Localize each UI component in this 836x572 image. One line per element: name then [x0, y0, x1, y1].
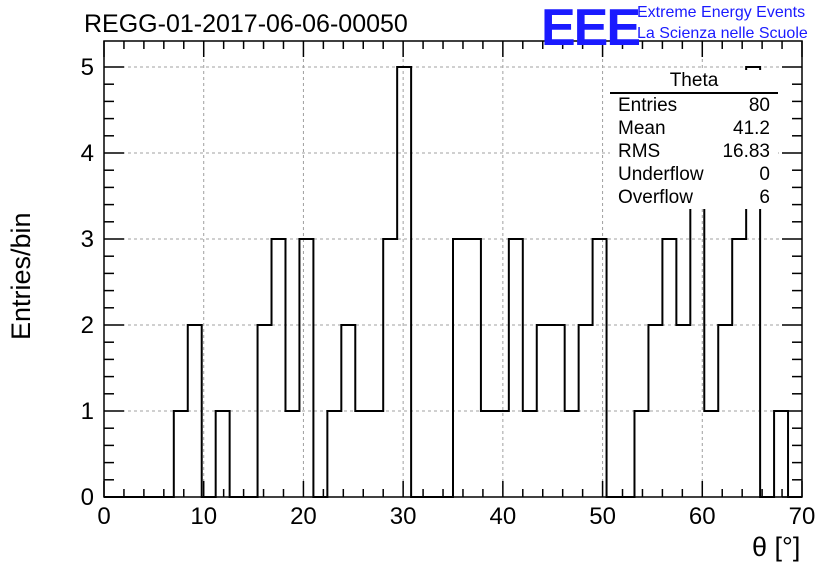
eee-logo: EEE: [541, 0, 641, 57]
y-tick-label: 2: [81, 312, 94, 339]
x-tick-label: 70: [789, 503, 816, 530]
x-tick-label: 10: [190, 503, 217, 530]
x-tick-label: 60: [689, 503, 716, 530]
x-tick-label: 30: [390, 503, 417, 530]
stats-box: Theta Entries 80 Mean 41.2 RMS 16.83 Und…: [610, 70, 778, 209]
x-tick-label: 50: [589, 503, 616, 530]
stats-label: Overflow: [618, 187, 693, 208]
stats-row-overflow: Overflow 6: [610, 186, 778, 209]
x-tick-label: 0: [97, 503, 110, 530]
stats-value: 6: [759, 187, 770, 208]
y-tick-label: 4: [81, 140, 94, 167]
stats-value: 16.83: [722, 141, 770, 162]
y-tick-label: 3: [81, 226, 94, 253]
logo-line-1: Extreme Energy Events: [637, 4, 806, 21]
y-tick-label: 5: [81, 54, 94, 81]
stats-row-underflow: Underflow 0: [610, 163, 778, 186]
y-axis-label: Entries/bin: [6, 212, 36, 340]
stats-value: 41.2: [733, 118, 770, 139]
logo-line-2: La Scienza nelle Scuole: [637, 25, 808, 42]
y-tick-label: 0: [81, 484, 94, 511]
stats-name: Theta: [610, 70, 778, 94]
stats-label: RMS: [618, 141, 661, 162]
logo-caption: Extreme Energy Events La Scienza nelle S…: [637, 2, 808, 44]
stats-row-mean: Mean 41.2: [610, 117, 778, 140]
stats-row-rms: RMS 16.83: [610, 140, 778, 163]
stats-value: 0: [759, 164, 770, 185]
y-tick-label: 1: [81, 398, 94, 425]
stats-value: 80: [748, 95, 770, 116]
x-axis-label: θ [°]: [752, 532, 801, 562]
stats-label: Mean: [618, 118, 666, 139]
stats-row-entries: Entries 80: [610, 94, 778, 117]
chart-title: REGG-01-2017-06-06-00050: [84, 10, 408, 38]
x-tick-label: 20: [290, 503, 317, 530]
stats-label: Underflow: [618, 164, 704, 185]
x-tick-label: 40: [490, 503, 517, 530]
stats-label: Entries: [618, 95, 678, 116]
